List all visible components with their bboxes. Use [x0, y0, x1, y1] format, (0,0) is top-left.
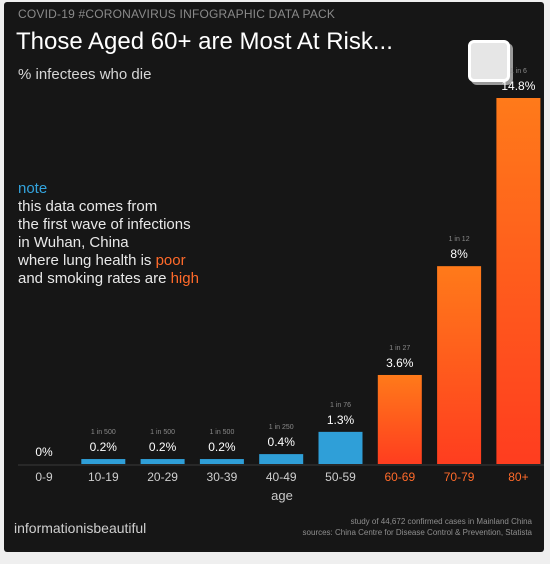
ratio-label: 1 in 6 — [510, 68, 527, 75]
value-label: 1.3% — [327, 413, 355, 427]
ratio-label: 1 in 500 — [150, 429, 175, 436]
value-label: 0.2% — [90, 440, 118, 454]
note-highlight-high: high — [170, 270, 199, 287]
x-tick-label: 0-9 — [35, 470, 53, 484]
x-tick-label: 60-69 — [384, 470, 415, 484]
x-tick-label: 80+ — [508, 470, 528, 484]
bar — [318, 431, 363, 464]
ratio-label: 1 in 500 — [209, 429, 234, 436]
note-line-2: the first wave of infections — [18, 216, 191, 233]
bar — [81, 459, 126, 464]
bar — [437, 266, 482, 464]
bar-chart: 0% 0-9 0.2% 1 in 500 10-19 0.2% 1 in 500 20-29 0… — [18, 68, 544, 484]
chart-subtitle: % infectees who die — [18, 66, 152, 83]
x-tick-label: 40-49 — [266, 470, 297, 484]
source-line-1: study of 44,672 confirmed cases in Mainl… — [350, 517, 532, 526]
note-line-1: this data comes from — [18, 198, 158, 215]
source-line-2: sources: China Centre for Disease Contro… — [302, 528, 532, 537]
note-line-5-text: and smoking rates are — [18, 270, 171, 287]
ratio-label: 1 in 27 — [389, 345, 410, 352]
credit-text: informationisbeautiful — [14, 520, 147, 536]
copy-badge-icon[interactable] — [468, 40, 510, 82]
bar — [377, 374, 422, 464]
infographic-card: COVID-19 #CORONAVIRUS INFOGRAPHIC DATA P… — [4, 2, 544, 552]
ratio-label: 1 in 500 — [91, 429, 116, 436]
note-highlight-poor: poor — [155, 252, 186, 269]
value-label: 0.4% — [268, 435, 296, 449]
note-block: note this data comes from the first wave… — [18, 180, 199, 288]
value-label: 14.8% — [501, 79, 535, 93]
value-label: 8% — [450, 247, 468, 261]
chart-title: Those Aged 60+ are Most At Risk... — [16, 28, 393, 55]
bar — [259, 454, 304, 464]
note-label: note — [18, 180, 48, 197]
ratio-label: 1 in 12 — [449, 236, 470, 243]
note-line-3: in Wuhan, China — [18, 234, 129, 251]
x-tick-label: 30-39 — [207, 470, 238, 484]
bar — [199, 459, 244, 464]
kicker-text: COVID-19 #CORONAVIRUS INFOGRAPHIC DATA P… — [18, 7, 336, 21]
ratio-label: 1 in 250 — [269, 424, 294, 431]
value-label: 0.2% — [208, 440, 236, 454]
source-text: study of 44,672 confirmed cases in Mainl… — [303, 516, 532, 538]
x-tick-label: 10-19 — [88, 470, 119, 484]
value-label: 3.6% — [386, 356, 414, 370]
bar — [140, 459, 185, 464]
x-axis-title: age — [271, 488, 293, 503]
x-tick-label: 50-59 — [325, 470, 356, 484]
x-tick-label: 70-79 — [444, 470, 475, 484]
value-label: 0.2% — [149, 440, 177, 454]
x-tick-label: 20-29 — [147, 470, 178, 484]
bar — [496, 98, 541, 464]
value-label: 0% — [35, 445, 53, 459]
note-line-4: where lung health is poor — [18, 252, 199, 270]
note-line-5: and smoking rates are high — [18, 270, 199, 288]
note-line-4-text: where lung health is — [18, 252, 156, 269]
ratio-label: 1 in 76 — [330, 402, 351, 409]
